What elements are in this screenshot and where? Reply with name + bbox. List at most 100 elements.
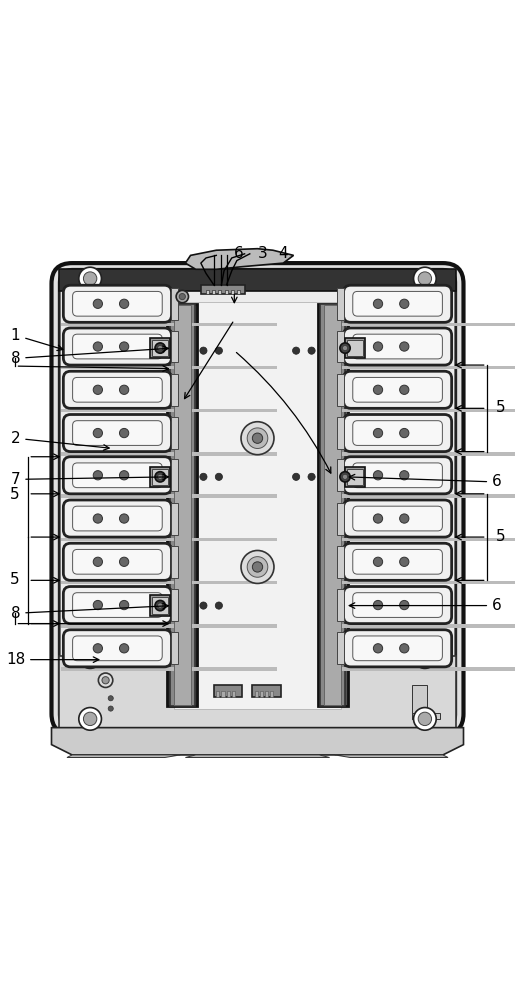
FancyBboxPatch shape: [73, 334, 162, 359]
Bar: [61, 538, 277, 541]
Bar: [341, 323, 515, 326]
Bar: [206, 290, 209, 294]
Bar: [341, 667, 515, 671]
Circle shape: [308, 473, 315, 480]
FancyBboxPatch shape: [63, 543, 171, 580]
Bar: [341, 366, 515, 369]
Bar: [318, 304, 348, 706]
Bar: [345, 338, 365, 358]
Circle shape: [200, 347, 207, 354]
Circle shape: [418, 650, 432, 664]
Circle shape: [252, 562, 263, 572]
Circle shape: [79, 267, 101, 290]
FancyBboxPatch shape: [344, 328, 452, 365]
Polygon shape: [185, 249, 294, 269]
Bar: [232, 691, 235, 697]
FancyBboxPatch shape: [52, 263, 464, 734]
Circle shape: [158, 474, 163, 479]
FancyBboxPatch shape: [59, 269, 456, 728]
Bar: [337, 459, 344, 491]
Circle shape: [400, 299, 409, 308]
Circle shape: [93, 514, 102, 523]
FancyBboxPatch shape: [63, 457, 171, 494]
Circle shape: [83, 712, 97, 726]
Bar: [150, 595, 170, 616]
Bar: [347, 469, 363, 485]
Circle shape: [308, 347, 315, 354]
Text: 5: 5: [10, 487, 19, 502]
FancyBboxPatch shape: [344, 630, 452, 667]
Circle shape: [93, 342, 102, 351]
FancyBboxPatch shape: [353, 334, 442, 359]
Bar: [171, 331, 178, 362]
Bar: [337, 503, 344, 535]
Polygon shape: [52, 728, 464, 755]
Bar: [231, 290, 234, 294]
Circle shape: [414, 646, 436, 668]
FancyBboxPatch shape: [344, 587, 452, 624]
FancyBboxPatch shape: [63, 285, 171, 322]
FancyBboxPatch shape: [353, 636, 442, 661]
Circle shape: [155, 343, 165, 353]
Bar: [59, 656, 456, 728]
Bar: [61, 409, 277, 412]
Text: 2: 2: [11, 431, 109, 450]
Circle shape: [400, 557, 409, 566]
Circle shape: [418, 516, 432, 530]
Bar: [260, 691, 263, 697]
Circle shape: [176, 290, 188, 303]
Bar: [171, 374, 178, 406]
Circle shape: [373, 428, 383, 438]
Circle shape: [158, 603, 163, 608]
FancyBboxPatch shape: [73, 421, 162, 445]
Bar: [270, 691, 273, 697]
Circle shape: [93, 644, 102, 653]
Circle shape: [102, 677, 109, 684]
Circle shape: [373, 644, 383, 653]
Circle shape: [79, 375, 101, 398]
Bar: [255, 691, 258, 697]
Circle shape: [200, 602, 207, 609]
FancyBboxPatch shape: [344, 415, 452, 452]
Circle shape: [119, 342, 129, 351]
Text: 8: 8: [11, 346, 168, 366]
Bar: [237, 290, 240, 294]
Circle shape: [93, 557, 102, 566]
Circle shape: [340, 472, 350, 482]
Text: 6: 6: [349, 474, 502, 489]
Bar: [152, 597, 168, 614]
Bar: [171, 546, 178, 578]
Circle shape: [247, 428, 268, 448]
Text: 6: 6: [349, 598, 502, 613]
Circle shape: [418, 380, 432, 393]
Bar: [225, 290, 228, 294]
FancyBboxPatch shape: [63, 371, 171, 408]
Bar: [337, 417, 344, 449]
FancyBboxPatch shape: [344, 457, 452, 494]
Circle shape: [155, 472, 165, 482]
Bar: [227, 691, 230, 697]
Bar: [171, 417, 178, 449]
Circle shape: [119, 557, 129, 566]
Bar: [341, 624, 515, 628]
Bar: [61, 581, 277, 584]
Circle shape: [241, 550, 274, 583]
Circle shape: [179, 293, 185, 300]
Circle shape: [373, 600, 383, 610]
Text: 4: 4: [279, 246, 288, 261]
FancyBboxPatch shape: [63, 587, 171, 624]
Bar: [337, 632, 344, 664]
Bar: [61, 323, 277, 326]
Circle shape: [79, 646, 101, 668]
Circle shape: [241, 422, 274, 455]
Circle shape: [373, 471, 383, 480]
Bar: [152, 469, 168, 485]
FancyBboxPatch shape: [353, 377, 442, 402]
FancyBboxPatch shape: [73, 549, 162, 574]
Circle shape: [373, 385, 383, 394]
FancyBboxPatch shape: [73, 506, 162, 531]
Circle shape: [93, 299, 102, 308]
Circle shape: [414, 708, 436, 730]
FancyBboxPatch shape: [344, 500, 452, 537]
Bar: [214, 685, 242, 697]
